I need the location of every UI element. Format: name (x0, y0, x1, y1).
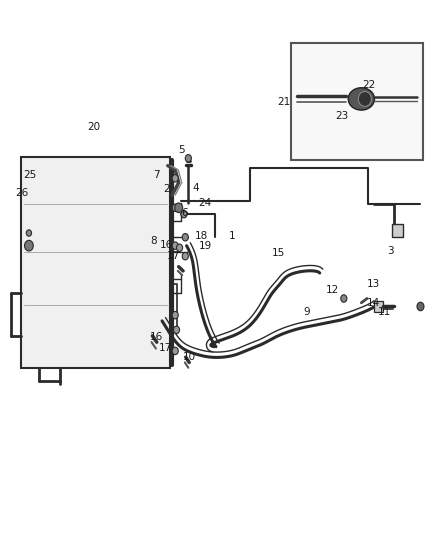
Bar (392, 224, 403, 237)
Text: 3: 3 (387, 246, 394, 255)
Text: 4: 4 (193, 183, 200, 192)
Text: 17: 17 (166, 251, 180, 261)
Text: 11: 11 (378, 307, 391, 317)
Circle shape (182, 233, 188, 241)
Circle shape (172, 347, 178, 354)
Bar (374, 301, 383, 312)
Circle shape (173, 326, 180, 334)
Text: 13: 13 (367, 279, 380, 288)
Text: 21: 21 (277, 98, 290, 107)
Text: 6: 6 (181, 208, 188, 218)
Text: 16: 16 (160, 240, 173, 250)
Text: 22: 22 (362, 80, 375, 90)
Text: 18: 18 (195, 231, 208, 240)
Circle shape (417, 302, 424, 311)
Text: 23: 23 (335, 111, 348, 121)
Circle shape (182, 253, 188, 260)
Circle shape (341, 295, 347, 302)
Circle shape (172, 204, 178, 212)
Circle shape (185, 155, 191, 162)
Text: 19: 19 (198, 241, 212, 251)
Text: 17: 17 (159, 343, 172, 352)
Text: 2: 2 (163, 184, 170, 194)
Text: 1: 1 (229, 231, 236, 240)
Ellipse shape (348, 88, 374, 110)
Text: 24: 24 (198, 198, 212, 207)
Circle shape (172, 242, 178, 249)
Text: 26: 26 (15, 188, 28, 198)
Text: 15: 15 (272, 248, 285, 258)
Text: 20: 20 (88, 122, 101, 132)
Circle shape (26, 230, 32, 236)
Circle shape (181, 211, 187, 218)
Text: 8: 8 (150, 236, 157, 246)
Text: 16: 16 (150, 332, 163, 342)
Ellipse shape (358, 92, 371, 107)
Bar (291, 43, 423, 160)
Circle shape (177, 244, 183, 252)
Text: 7: 7 (153, 170, 160, 180)
Text: 14: 14 (367, 298, 380, 308)
Circle shape (25, 240, 33, 251)
Text: 9: 9 (303, 307, 310, 317)
Bar (21, 157, 170, 368)
Circle shape (172, 311, 178, 319)
Text: 5: 5 (178, 146, 185, 155)
Text: 12: 12 (325, 286, 339, 295)
Circle shape (175, 203, 183, 213)
Text: 10: 10 (183, 352, 196, 362)
Text: 25: 25 (23, 170, 36, 180)
Circle shape (172, 175, 178, 182)
